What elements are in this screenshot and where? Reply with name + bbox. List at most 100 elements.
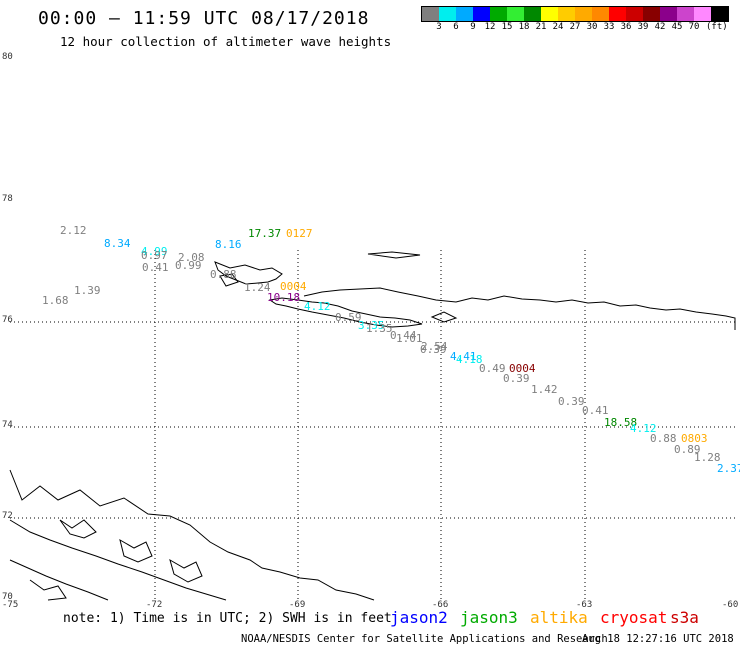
color-swatch	[541, 7, 558, 21]
wave-height-label: 0.88	[650, 432, 677, 445]
wave-height-label: 2.54	[421, 340, 448, 353]
color-scale-label: 18	[518, 22, 530, 32]
latitude-label: 72	[2, 511, 13, 521]
color-scale-label: 9	[470, 22, 476, 32]
color-scale-label: 6	[453, 22, 459, 32]
wave-height-label: 1.35	[366, 322, 393, 335]
wave-height-label: 0.99	[175, 259, 202, 272]
color-scale-label: 30	[586, 22, 598, 32]
color-swatch	[575, 7, 592, 21]
wave-height-label: 3.35	[358, 319, 385, 332]
color-swatch	[609, 7, 626, 21]
satellite-legend-cryosat: cryosat	[600, 608, 668, 627]
wave-height-label: 0.39	[558, 395, 585, 408]
wave-height-label: 1.68	[42, 294, 69, 307]
color-scale-label: 42	[654, 22, 666, 32]
wave-height-label: 8.16	[215, 238, 242, 251]
wave-height-label: 0.88	[210, 268, 237, 281]
coastline	[9, 251, 736, 601]
graticule	[10, 250, 735, 600]
color-scale-bar	[421, 6, 729, 22]
latitude-label: 78	[2, 194, 13, 204]
map-title: 00:00 – 11:59 UTC 08/17/2018	[38, 8, 370, 29]
wave-height-label: 0004	[280, 280, 307, 293]
color-scale-label: 21	[535, 22, 547, 32]
wave-height-label: 0.39	[420, 343, 447, 356]
color-swatch	[439, 7, 456, 21]
color-swatch	[677, 7, 694, 21]
wave-height-label: 0.41	[582, 404, 609, 417]
satellite-legend-altika: altika	[530, 608, 588, 627]
wave-height-label: 2.37	[717, 462, 740, 475]
wave-height-label: 0.89	[674, 443, 701, 456]
wave-height-label: 4.12	[304, 300, 331, 313]
latitude-label: 74	[2, 420, 13, 430]
longitude-label: -72	[146, 600, 163, 610]
wave-height-label: 1.24	[244, 281, 271, 294]
wave-height-label: 2.12	[60, 224, 87, 237]
longitude-label: -66	[432, 600, 449, 610]
longitude-label: -69	[289, 600, 306, 610]
color-swatch	[507, 7, 524, 21]
color-scale-label: 36	[620, 22, 632, 32]
wave-height-label: 0.39	[503, 372, 530, 385]
longitude-label: -75	[2, 600, 19, 610]
latitude-label: 80	[2, 52, 13, 62]
wave-height-label: 2.08	[178, 251, 205, 264]
color-swatch	[422, 7, 439, 21]
color-swatch	[473, 7, 490, 21]
color-swatch	[626, 7, 643, 21]
color-swatch	[558, 7, 575, 21]
wave-height-label: 4.12	[630, 422, 657, 435]
wave-height-label: 4.18	[456, 353, 483, 366]
latitude-label: 76	[2, 315, 13, 325]
color-scale-label: 3	[436, 22, 442, 32]
credit-line: NOAA/NESDIS Center for Satellite Applica…	[241, 633, 608, 645]
color-swatch	[694, 7, 711, 21]
satellite-legend-jason3: jason3	[460, 608, 518, 627]
wave-height-label: 0.41	[142, 261, 169, 274]
color-scale-label: 33	[603, 22, 615, 32]
wave-height-label: 0.44	[390, 329, 417, 342]
wave-height-label: 1.01	[396, 332, 423, 345]
wave-height-label: 4.41	[450, 350, 477, 363]
wave-height-label: 17.37	[248, 227, 282, 240]
color-scale-label: (ft)	[706, 22, 728, 32]
color-scale-label: 70	[688, 22, 700, 32]
wave-height-label: 0127	[286, 227, 313, 240]
color-swatch	[660, 7, 677, 21]
latitude-label: 70	[2, 592, 13, 602]
longitude-label: -63	[576, 600, 593, 610]
color-swatch	[524, 7, 541, 21]
generated-timestamp: Aug 18 12:27:16 UTC 2018	[582, 633, 734, 645]
color-swatch	[456, 7, 473, 21]
wave-height-label: 0.49	[479, 362, 506, 375]
footnote: note: 1) Time is in UTC; 2) SWH is in fe…	[63, 611, 392, 626]
wave-height-label: 0.59	[335, 311, 362, 324]
color-swatch	[711, 7, 728, 21]
longitude-label: -60	[722, 600, 739, 610]
color-swatch	[592, 7, 609, 21]
wave-height-label: 1.28	[694, 451, 721, 464]
color-swatch	[643, 7, 660, 21]
wave-height-label: 0.97	[141, 249, 168, 262]
color-scale-label: 45	[671, 22, 683, 32]
map-subtitle: 12 hour collection of altimeter wave hei…	[60, 34, 392, 49]
wave-height-label: 4.99	[141, 245, 168, 258]
satellite-legend-jason2: jason2	[390, 608, 448, 627]
satellite-legend-s3a: s3a	[670, 608, 699, 627]
color-scale-label: 12	[484, 22, 496, 32]
wave-height-label: 8.34	[104, 237, 131, 250]
wave-height-label: 18.58	[604, 416, 638, 429]
color-scale-label: 15	[501, 22, 513, 32]
wave-height-label: 0803	[681, 432, 708, 445]
color-scale-label: 27	[569, 22, 581, 32]
wave-height-label: 0004	[509, 362, 536, 375]
color-scale-label: 39	[637, 22, 649, 32]
wave-height-label: 1.42	[531, 383, 558, 396]
color-swatch	[490, 7, 507, 21]
wave-height-label: 10.18	[267, 291, 301, 304]
wave-height-label: 1.39	[74, 284, 101, 297]
color-scale-label: 24	[552, 22, 564, 32]
